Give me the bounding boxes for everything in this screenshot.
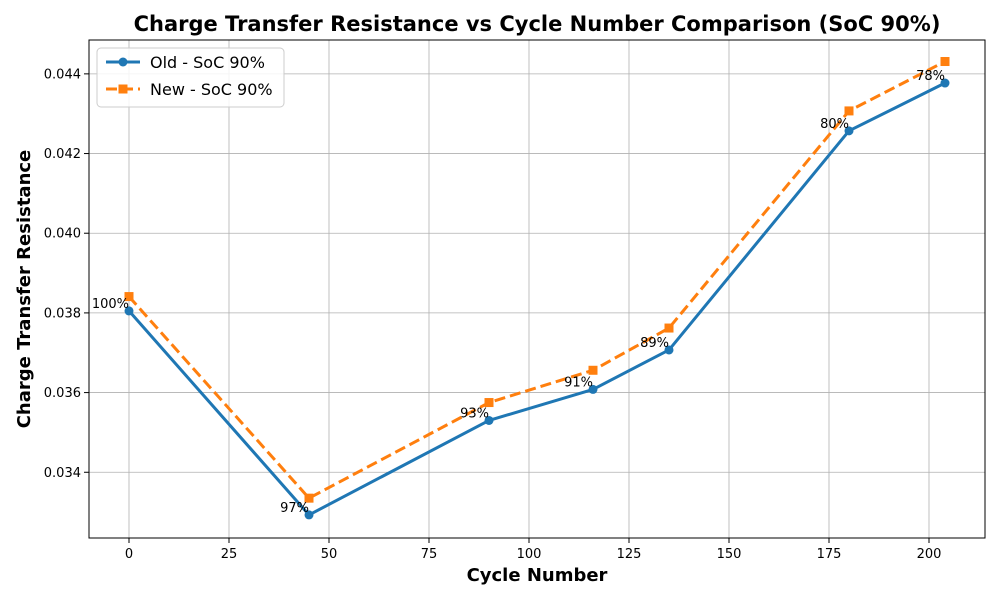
grid <box>89 40 985 538</box>
x-axis-label: Cycle Number <box>467 565 608 586</box>
y-tick-label: 0.044 <box>44 67 81 82</box>
data-point <box>588 384 598 394</box>
data-label: 97% <box>280 501 309 516</box>
legend-label: Old - SoC 90% <box>150 53 265 72</box>
y-tick-label: 0.042 <box>44 147 81 162</box>
y-tick-label: 0.040 <box>44 227 81 242</box>
x-tick-label: 25 <box>221 547 238 562</box>
x-ticks: 0 25 50 75 100 125 150 175 200 <box>125 538 942 562</box>
x-tick-label: 175 <box>817 547 842 562</box>
x-tick-label: 150 <box>717 547 742 562</box>
data-point <box>844 126 854 136</box>
data-point <box>484 415 494 425</box>
data-label: 78% <box>916 69 945 84</box>
data-point <box>304 510 314 520</box>
x-tick-label: 75 <box>421 547 438 562</box>
legend-marker <box>118 84 128 94</box>
legend-marker <box>118 57 128 67</box>
data-point <box>664 345 674 355</box>
chart-title: Charge Transfer Resistance vs Cycle Numb… <box>134 12 941 36</box>
x-tick-label: 50 <box>321 547 338 562</box>
y-tick-label: 0.036 <box>44 386 81 401</box>
data-point <box>304 493 314 503</box>
data-point <box>940 78 950 88</box>
data-point <box>844 106 854 116</box>
data-point <box>124 292 134 302</box>
legend: Old - SoC 90% New - SoC 90% <box>96 47 285 108</box>
series-layer <box>124 57 950 520</box>
plot-frame <box>88 39 986 539</box>
legend-label: New - SoC 90% <box>150 80 273 99</box>
x-tick-label: 0 <box>125 547 133 562</box>
data-label: 100% <box>92 297 129 312</box>
series-line-1 <box>127 81 946 517</box>
y-axis-label: Charge Transfer Resistance <box>14 150 35 429</box>
y-ticks: 0.034 0.036 0.038 0.040 0.042 0.044 <box>44 67 89 481</box>
x-tick-label: 200 <box>917 547 942 562</box>
legend-box <box>96 47 285 108</box>
x-tick-label: 100 <box>517 547 542 562</box>
y-tick-label: 0.034 <box>44 466 81 481</box>
data-point <box>940 57 950 67</box>
data-label: 91% <box>564 375 593 390</box>
data-label: 80% <box>820 117 849 132</box>
x-tick-label: 125 <box>617 547 642 562</box>
data-label: 93% <box>460 406 489 421</box>
data-point <box>484 398 494 408</box>
annotations-layer: 100% 97% 93% 91% 89% 80% 78% <box>92 69 945 516</box>
data-point <box>124 306 134 316</box>
data-point <box>588 365 598 375</box>
data-label: 89% <box>640 336 669 351</box>
data-point <box>664 323 674 333</box>
y-tick-label: 0.038 <box>44 306 81 321</box>
